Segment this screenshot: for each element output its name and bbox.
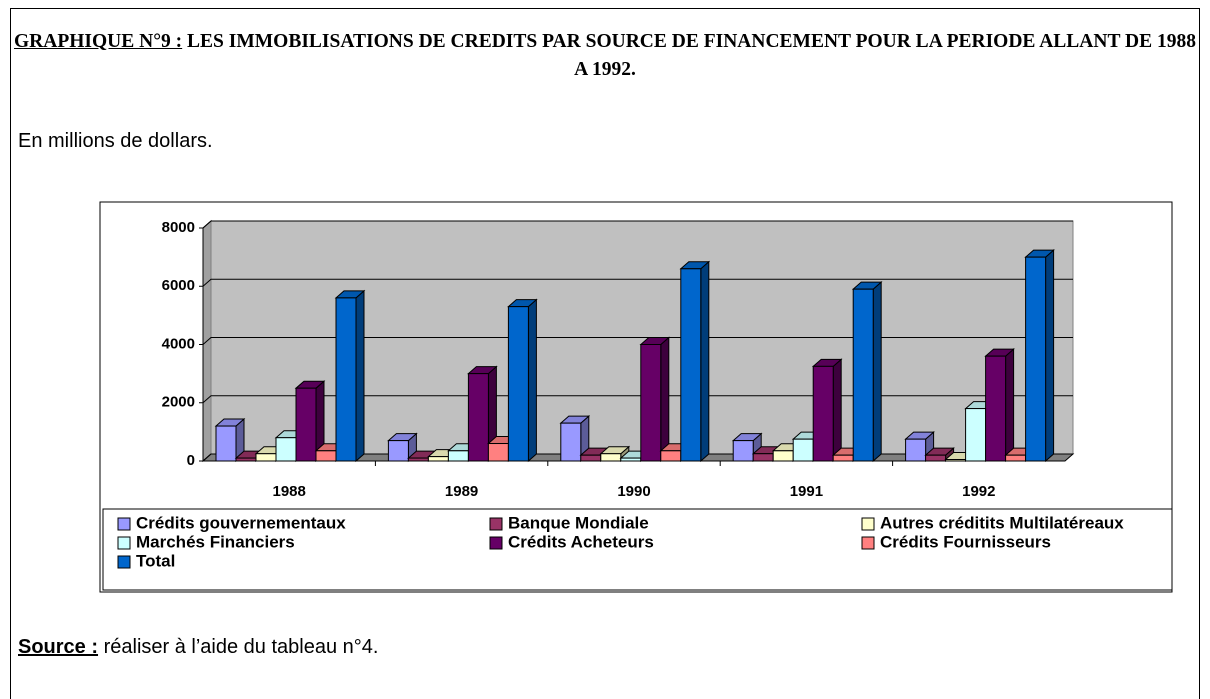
bar-front bbox=[580, 454, 602, 462]
bar-side bbox=[832, 358, 842, 463]
bar-front bbox=[295, 387, 317, 462]
bar bbox=[387, 432, 418, 463]
bar bbox=[334, 289, 366, 463]
bar bbox=[851, 281, 883, 463]
bar-front bbox=[1005, 454, 1027, 462]
legend-swatch bbox=[489, 536, 503, 550]
bar bbox=[294, 380, 326, 463]
bar-front bbox=[560, 422, 582, 462]
bar-front bbox=[640, 344, 662, 462]
y-tick-label: 4000 bbox=[162, 335, 195, 352]
page: GRAPHIQUE N°9 : LES IMMOBILISATIONS DE C… bbox=[10, 8, 1200, 699]
source-text: réaliser à l’aide du tableau n°4. bbox=[103, 636, 379, 658]
title: GRAPHIQUE N°9 : LES IMMOBILISATIONS DE C… bbox=[10, 28, 1200, 84]
bar-front bbox=[507, 306, 529, 462]
bar-front bbox=[792, 438, 814, 462]
bar-front bbox=[275, 437, 297, 462]
bar-front bbox=[447, 450, 469, 462]
bar-front bbox=[335, 297, 357, 462]
bar-front bbox=[965, 408, 987, 462]
bar-front bbox=[905, 438, 927, 462]
x-tick-label: 1988 bbox=[273, 483, 306, 500]
bar-side bbox=[660, 336, 670, 463]
bar-side bbox=[872, 281, 882, 463]
title-text: LES IMMOBILISATIONS DE CREDITS PAR SOURC… bbox=[187, 31, 1196, 80]
grid-line bbox=[202, 337, 1073, 345]
x-tick-label: 1991 bbox=[790, 483, 823, 500]
legend-swatch bbox=[489, 517, 503, 531]
legend-swatch bbox=[117, 555, 131, 569]
bar-front bbox=[387, 440, 409, 462]
grid-line bbox=[202, 220, 1073, 229]
y-tick-label: 0 bbox=[187, 452, 195, 469]
bar bbox=[984, 348, 1015, 463]
legend-label: Crédits gouvernementaux bbox=[136, 513, 346, 532]
bar-front bbox=[215, 425, 237, 462]
bar-side bbox=[355, 289, 365, 463]
y-tick-label: 6000 bbox=[162, 277, 195, 294]
legend-swatch bbox=[861, 536, 875, 550]
bar-side bbox=[1045, 249, 1055, 463]
bar-front bbox=[427, 456, 449, 462]
legend-label: Marchés Financiers bbox=[136, 532, 295, 551]
legend-label: Crédits Fournisseurs bbox=[880, 532, 1051, 551]
bar bbox=[811, 358, 843, 463]
bar bbox=[507, 298, 538, 463]
bar-front bbox=[467, 373, 489, 462]
bar-side bbox=[1005, 348, 1015, 463]
bar-front bbox=[680, 268, 702, 462]
legend-swatch bbox=[117, 536, 131, 550]
bar-front bbox=[732, 440, 754, 462]
chart: 0 2000 4000 6000 8000 1988 1989 1990 1991 1992 Cré… bbox=[99, 201, 1173, 593]
subtitle: En millions de dollars. bbox=[18, 130, 213, 152]
bar-front bbox=[255, 453, 277, 462]
bar-front bbox=[660, 450, 682, 462]
bar-front bbox=[600, 453, 622, 462]
source: Source : réaliser à l’aide du tableau n°… bbox=[18, 636, 378, 659]
frame bbox=[10, 8, 1200, 699]
source-label: Source : bbox=[18, 636, 99, 658]
legend-swatch bbox=[861, 517, 875, 531]
legend-swatch bbox=[117, 517, 131, 531]
bar-front bbox=[315, 450, 337, 462]
bar-front bbox=[487, 443, 509, 462]
legend-label: Banque Mondiale bbox=[508, 513, 649, 532]
x-tick-label: 1989 bbox=[445, 483, 478, 500]
y-tick-label: 8000 bbox=[162, 219, 195, 236]
bar bbox=[639, 336, 671, 463]
bar-front bbox=[772, 450, 794, 462]
legend-label: Total bbox=[136, 551, 175, 570]
bar-front bbox=[832, 454, 854, 462]
grid-line bbox=[202, 278, 1073, 287]
bar bbox=[679, 260, 711, 463]
bar-front bbox=[852, 288, 874, 462]
x-tick-label: 1990 bbox=[617, 483, 650, 500]
bar-side bbox=[527, 298, 537, 463]
title-label: GRAPHIQUE N°9 : bbox=[14, 31, 183, 52]
bar-front bbox=[752, 453, 774, 462]
bar-side bbox=[700, 260, 710, 463]
bar bbox=[599, 445, 631, 463]
bar-front bbox=[925, 454, 947, 462]
legend-box bbox=[102, 508, 1173, 591]
bar bbox=[214, 417, 246, 463]
bar-front bbox=[985, 355, 1007, 462]
x-tick-label: 1992 bbox=[962, 483, 995, 500]
legend-label: Crédits Acheteurs bbox=[508, 532, 654, 551]
legend-label: Autres créditits Multilatéreaux bbox=[880, 513, 1124, 532]
bar-front bbox=[812, 365, 834, 462]
grid-line bbox=[202, 395, 1073, 404]
y-tick-label: 2000 bbox=[162, 394, 195, 411]
bar-front bbox=[1025, 256, 1047, 462]
bar bbox=[1024, 249, 1055, 463]
